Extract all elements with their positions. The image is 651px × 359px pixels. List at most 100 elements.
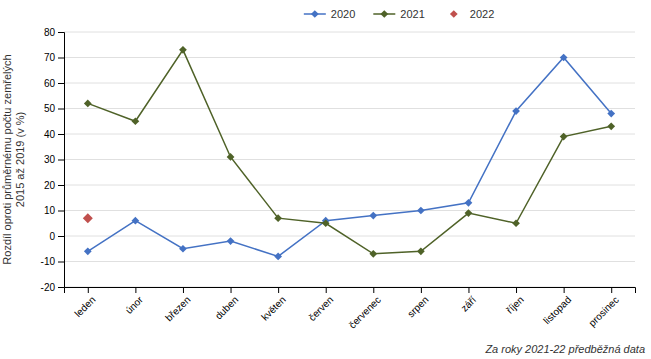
marker: [84, 100, 92, 108]
x-tick: prosinec: [586, 287, 621, 329]
marker: [465, 209, 473, 217]
tick-mark: [183, 287, 184, 293]
tick-label: leden: [72, 294, 97, 319]
tick-label: -10: [41, 256, 56, 267]
plot: -20 -10 0 10 20 30 40 50 60 70 80 leden únor březen du…: [41, 27, 636, 331]
marker: [179, 46, 187, 54]
marker: [132, 217, 140, 225]
x-tick: květen: [259, 287, 288, 323]
y-tick: 80: [44, 27, 64, 38]
tick-mark: [421, 287, 422, 293]
x-axis: leden únor březen duben květen červen červenec…: [65, 287, 636, 331]
marker: [179, 245, 187, 253]
y-tick: 0: [49, 231, 64, 242]
marks: [83, 46, 615, 260]
x-tick: listopad: [541, 287, 573, 326]
tick-label: duben: [213, 294, 240, 321]
marker: [227, 153, 235, 161]
tick-mark: [468, 287, 469, 293]
tick-mark: [58, 83, 64, 84]
tick-mark: [58, 134, 64, 135]
marker: [227, 237, 235, 245]
tick-label: listopad: [541, 294, 573, 326]
y-tick: 10: [44, 205, 64, 216]
tick-label: 40: [44, 129, 56, 140]
legend-label: 2020: [331, 8, 355, 20]
tick-label: -20: [41, 282, 56, 293]
tick-label: 70: [44, 52, 56, 63]
axis-line: [58, 33, 65, 288]
marker: [369, 212, 377, 220]
series: [84, 46, 615, 258]
tick-label: 10: [44, 205, 56, 216]
grid-line: [64, 57, 635, 58]
marker: [417, 247, 425, 255]
series: [84, 54, 615, 261]
axis-line: [65, 288, 636, 294]
legend-marker: [450, 10, 458, 18]
legend-label: 2022: [470, 8, 494, 20]
tick-label: květen: [259, 294, 288, 323]
tick-label: 80: [44, 27, 56, 38]
chart: -20 -10 0 10 20 30 40 50 60 70 80 leden únor březen du…: [0, 0, 651, 359]
x-tick: duben: [213, 287, 240, 322]
tick-mark: [611, 287, 612, 293]
tick-mark: [58, 109, 64, 110]
legend-item: 2020: [304, 8, 355, 20]
grid-line: [64, 159, 635, 160]
tick-mark: [58, 160, 64, 161]
marker: [560, 54, 568, 62]
tick-mark: [373, 287, 374, 293]
y-axis-label-line: Rozdíl oproti průměrnému počtu zemřelých: [1, 54, 13, 264]
tick-label: říjen: [504, 294, 526, 316]
tick-mark: [58, 58, 64, 59]
x-tick: únor: [123, 287, 145, 316]
grid-line: [64, 236, 635, 237]
tick-label: 50: [44, 103, 56, 114]
tick-label: červenec: [347, 294, 383, 330]
tick-label: 20: [44, 180, 56, 191]
series: [83, 213, 93, 223]
legend-marker: [311, 10, 319, 18]
marker: [132, 117, 140, 125]
x-tick: březen: [163, 287, 192, 323]
tick-label: prosinec: [586, 294, 621, 329]
y-tick: 50: [44, 103, 64, 114]
y-tick: 60: [44, 78, 64, 89]
tick-label: září: [459, 294, 479, 314]
y-axis: -20 -10 0 10 20 30 40 50 60 70 80: [41, 27, 65, 293]
tick-mark: [58, 211, 64, 212]
x-tick: leden: [72, 287, 97, 319]
legend-item: 2021: [373, 8, 424, 20]
marker: [607, 122, 615, 130]
tick-mark: [516, 287, 517, 293]
tick-label: únor: [123, 294, 145, 316]
grid-line: [64, 134, 635, 135]
y-axis-label-line: 2015 až 2019 (v %): [14, 112, 26, 207]
legend-label: 2021: [400, 8, 424, 20]
tick-label: 30: [44, 154, 56, 165]
marker: [512, 219, 520, 227]
tick-label: srpen: [405, 294, 430, 319]
tick-label: březen: [163, 294, 192, 323]
tick-mark: [88, 287, 89, 293]
tick-mark: [564, 287, 565, 293]
marker: [560, 133, 568, 141]
x-tick: září: [459, 287, 479, 314]
tick-mark: [135, 287, 136, 293]
y-tick: 30: [44, 154, 64, 165]
y-tick: 40: [44, 129, 64, 140]
tick-label: červen: [306, 294, 335, 323]
grid-line: [64, 185, 635, 186]
y-tick: 70: [44, 52, 64, 63]
marker: [83, 213, 93, 223]
legend-item: 2022: [450, 8, 494, 20]
grid-line: [64, 108, 635, 109]
marker: [369, 250, 377, 258]
y-tick: 20: [44, 180, 64, 191]
x-tick: červenec: [347, 287, 383, 331]
marker: [512, 107, 520, 115]
grid-line: [64, 210, 635, 211]
tick-mark: [58, 236, 64, 237]
tick-mark: [58, 287, 64, 288]
